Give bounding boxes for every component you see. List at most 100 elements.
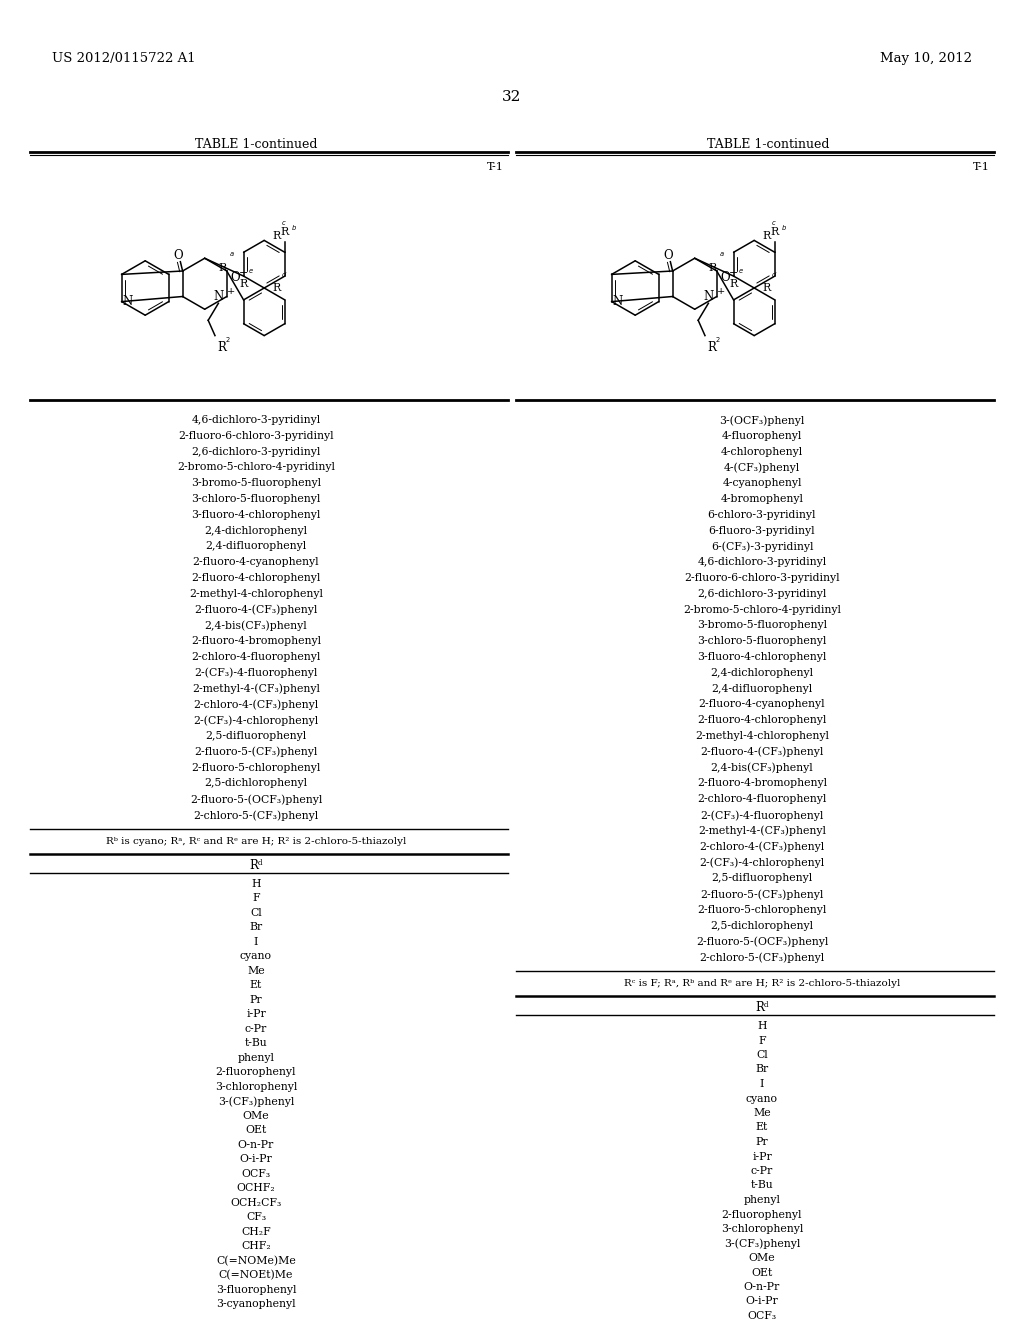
Text: Rᶜ is F; Rᵃ, Rᵇ and Rᵉ are H; R² is 2-chloro-5-thiazolyl: Rᶜ is F; Rᵃ, Rᵇ and Rᵉ are H; R² is 2-ch… bbox=[624, 979, 900, 987]
Text: 3-bromo-5-fluorophenyl: 3-bromo-5-fluorophenyl bbox=[190, 478, 322, 488]
Text: 4-(CF₃)phenyl: 4-(CF₃)phenyl bbox=[724, 462, 800, 473]
Text: R: R bbox=[709, 263, 717, 273]
Text: 2-bromo-5-chloro-4-pyridinyl: 2-bromo-5-chloro-4-pyridinyl bbox=[177, 462, 335, 473]
Text: C(=NOMe)Me: C(=NOMe)Me bbox=[216, 1255, 296, 1266]
Text: R: R bbox=[729, 279, 737, 289]
Text: 2-fluoro-6-chloro-3-pyridinyl: 2-fluoro-6-chloro-3-pyridinyl bbox=[684, 573, 840, 583]
Text: 3-fluoro-4-chlorophenyl: 3-fluoro-4-chlorophenyl bbox=[191, 510, 321, 520]
Text: 2-fluoro-4-chlorophenyl: 2-fluoro-4-chlorophenyl bbox=[697, 715, 826, 725]
Text: O: O bbox=[230, 272, 240, 284]
Text: 2-fluoro-5-(CF₃)phenyl: 2-fluoro-5-(CF₃)phenyl bbox=[700, 888, 823, 899]
Text: $^a$: $^a$ bbox=[228, 252, 234, 261]
Text: 2,4-bis(CF₃)phenyl: 2,4-bis(CF₃)phenyl bbox=[205, 620, 307, 631]
Text: $^e$: $^e$ bbox=[737, 269, 743, 277]
Text: Rᵈ: Rᵈ bbox=[249, 859, 263, 871]
Text: 2-chloro-5-(CF₃)phenyl: 2-chloro-5-(CF₃)phenyl bbox=[194, 810, 318, 821]
Text: 2,6-dichloro-3-pyridinyl: 2,6-dichloro-3-pyridinyl bbox=[191, 446, 321, 457]
Text: 3-fluoro-4-chlorophenyl: 3-fluoro-4-chlorophenyl bbox=[697, 652, 826, 663]
Text: 3-chloro-5-fluorophenyl: 3-chloro-5-fluorophenyl bbox=[697, 636, 826, 647]
Text: O-n-Pr: O-n-Pr bbox=[238, 1139, 274, 1150]
Text: 4,6-dichloro-3-pyridinyl: 4,6-dichloro-3-pyridinyl bbox=[697, 557, 826, 568]
Text: O-i-Pr: O-i-Pr bbox=[240, 1154, 272, 1164]
Text: 4-bromophenyl: 4-bromophenyl bbox=[721, 494, 804, 504]
Text: O: O bbox=[664, 249, 673, 263]
Text: OEt: OEt bbox=[246, 1125, 266, 1135]
Text: 3-chlorophenyl: 3-chlorophenyl bbox=[721, 1224, 803, 1234]
Text: 4-cyanophenyl: 4-cyanophenyl bbox=[722, 478, 802, 488]
Text: N: N bbox=[123, 296, 133, 308]
Text: $^a$: $^a$ bbox=[719, 252, 724, 261]
Text: cyano: cyano bbox=[240, 952, 272, 961]
Text: Et: Et bbox=[756, 1122, 768, 1133]
Text: 2-(CF₃)-4-chlorophenyl: 2-(CF₃)-4-chlorophenyl bbox=[699, 858, 824, 869]
Text: $^b$: $^b$ bbox=[781, 226, 786, 235]
Text: 2,4-dichlorophenyl: 2,4-dichlorophenyl bbox=[711, 668, 813, 677]
Text: 2-fluorophenyl: 2-fluorophenyl bbox=[722, 1209, 802, 1220]
Text: OEt: OEt bbox=[752, 1267, 773, 1278]
Text: H: H bbox=[251, 879, 261, 888]
Text: R: R bbox=[707, 341, 716, 354]
Text: R: R bbox=[240, 279, 248, 289]
Text: phenyl: phenyl bbox=[238, 1053, 274, 1063]
Text: 2-fluoro-5-chlorophenyl: 2-fluoro-5-chlorophenyl bbox=[191, 763, 321, 772]
Text: +: + bbox=[718, 286, 726, 296]
Text: Pr: Pr bbox=[756, 1137, 768, 1147]
Text: 2-(CF₃)-4-fluorophenyl: 2-(CF₃)-4-fluorophenyl bbox=[195, 668, 317, 678]
Text: Me: Me bbox=[754, 1107, 771, 1118]
Text: 6-chloro-3-pyridinyl: 6-chloro-3-pyridinyl bbox=[708, 510, 816, 520]
Text: 4-chlorophenyl: 4-chlorophenyl bbox=[721, 446, 803, 457]
Text: $^e$: $^e$ bbox=[248, 269, 254, 277]
Text: OCH₂CF₃: OCH₂CF₃ bbox=[230, 1197, 282, 1208]
Text: US 2012/0115722 A1: US 2012/0115722 A1 bbox=[52, 51, 196, 65]
Text: O-i-Pr: O-i-Pr bbox=[745, 1296, 778, 1307]
Text: 3-(CF₃)phenyl: 3-(CF₃)phenyl bbox=[724, 1238, 800, 1249]
Text: $^b$: $^b$ bbox=[291, 226, 297, 235]
Text: 2,6-dichloro-3-pyridinyl: 2,6-dichloro-3-pyridinyl bbox=[697, 589, 826, 599]
Text: 2-methyl-4-(CF₃)phenyl: 2-methyl-4-(CF₃)phenyl bbox=[193, 684, 319, 694]
Text: Rᵇ is cyano; Rᵃ, Rᶜ and Rᵉ are H; R² is 2-chloro-5-thiazolyl: Rᵇ is cyano; Rᵃ, Rᶜ and Rᵉ are H; R² is … bbox=[105, 837, 407, 846]
Text: 4-fluorophenyl: 4-fluorophenyl bbox=[722, 430, 802, 441]
Text: TABLE 1-continued: TABLE 1-continued bbox=[195, 139, 317, 150]
Text: 3-cyanophenyl: 3-cyanophenyl bbox=[216, 1299, 296, 1309]
Text: Rᵈ: Rᵈ bbox=[755, 1001, 769, 1014]
Text: 2,5-difluorophenyl: 2,5-difluorophenyl bbox=[712, 874, 813, 883]
Text: R: R bbox=[281, 227, 289, 238]
Text: $^d$: $^d$ bbox=[771, 273, 777, 282]
Text: 2,5-dichlorophenyl: 2,5-dichlorophenyl bbox=[205, 779, 307, 788]
Text: 2-bromo-5-chloro-4-pyridinyl: 2-bromo-5-chloro-4-pyridinyl bbox=[683, 605, 841, 615]
Text: R: R bbox=[218, 263, 226, 273]
Text: F: F bbox=[252, 894, 260, 903]
Text: 2,4-dichlorophenyl: 2,4-dichlorophenyl bbox=[205, 525, 307, 536]
Text: 2-(CF₃)-4-fluorophenyl: 2-(CF₃)-4-fluorophenyl bbox=[700, 810, 823, 821]
Text: 3-chloro-5-fluorophenyl: 3-chloro-5-fluorophenyl bbox=[191, 494, 321, 504]
Text: R: R bbox=[763, 231, 771, 242]
Text: 6-fluoro-3-pyridinyl: 6-fluoro-3-pyridinyl bbox=[709, 525, 815, 536]
Text: O-n-Pr: O-n-Pr bbox=[743, 1282, 780, 1292]
Text: 4,6-dichloro-3-pyridinyl: 4,6-dichloro-3-pyridinyl bbox=[191, 414, 321, 425]
Text: 2-methyl-4-chlorophenyl: 2-methyl-4-chlorophenyl bbox=[695, 731, 829, 741]
Text: c-Pr: c-Pr bbox=[751, 1166, 773, 1176]
Text: 2-fluoro-4-cyanophenyl: 2-fluoro-4-cyanophenyl bbox=[193, 557, 319, 568]
Text: Cl: Cl bbox=[756, 1049, 768, 1060]
Text: 2-fluorophenyl: 2-fluorophenyl bbox=[216, 1068, 296, 1077]
Text: i-Pr: i-Pr bbox=[752, 1151, 772, 1162]
Text: 2-chloro-5-(CF₃)phenyl: 2-chloro-5-(CF₃)phenyl bbox=[699, 952, 824, 962]
Text: N: N bbox=[703, 290, 714, 304]
Text: O: O bbox=[720, 272, 730, 284]
Text: 2-fluoro-5-(CF₃)phenyl: 2-fluoro-5-(CF₃)phenyl bbox=[195, 747, 317, 758]
Text: O: O bbox=[173, 249, 183, 263]
Text: I: I bbox=[254, 937, 258, 946]
Text: cyano: cyano bbox=[746, 1093, 778, 1104]
Text: $^c$: $^c$ bbox=[771, 222, 776, 230]
Text: −: − bbox=[729, 268, 738, 277]
Text: N: N bbox=[612, 296, 623, 308]
Text: C(=NOEt)Me: C(=NOEt)Me bbox=[219, 1270, 293, 1280]
Text: 2,5-dichlorophenyl: 2,5-dichlorophenyl bbox=[711, 920, 813, 931]
Text: 2-fluoro-4-(CF₃)phenyl: 2-fluoro-4-(CF₃)phenyl bbox=[195, 605, 317, 615]
Text: 2-chloro-4-fluorophenyl: 2-chloro-4-fluorophenyl bbox=[697, 795, 826, 804]
Text: R: R bbox=[763, 282, 771, 293]
Text: Pr: Pr bbox=[250, 995, 262, 1005]
Text: OCF₃: OCF₃ bbox=[748, 1311, 776, 1320]
Text: TABLE 1-continued: TABLE 1-continued bbox=[707, 139, 829, 150]
Text: R: R bbox=[272, 282, 281, 293]
